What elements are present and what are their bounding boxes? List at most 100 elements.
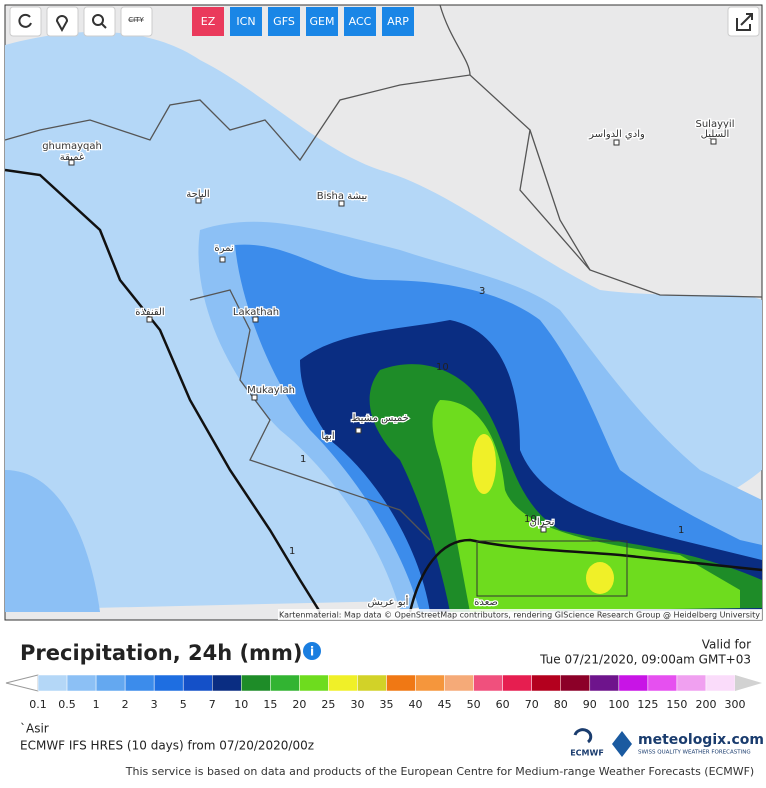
zoom-button[interactable] [83,6,116,37]
brand-logo [612,731,632,757]
legend-label: 100 [608,698,629,711]
model-button[interactable] [344,7,376,36]
legend-swatch [618,674,649,692]
legend-label: 10 [234,698,248,711]
info-button[interactable] [303,642,321,660]
legend-swatch [473,674,503,692]
legend-label: 3 [151,698,158,711]
model-button[interactable] [382,7,414,36]
place-label: خميس مشيط [351,413,409,424]
city-button[interactable] [120,6,153,37]
legend-label: 0.1 [29,698,47,711]
place-label: القنفذة [135,307,164,318]
city-label: CITY [128,16,144,24]
title: Precipitation, 24h (mm) [20,641,302,665]
legend-label: 15 [263,698,277,711]
model-button[interactable] [268,7,300,36]
model-label: GEM [310,15,335,28]
place-label: أبو عريش [368,595,409,608]
model-label: GFS [273,15,295,28]
place-label: ابها [321,431,334,442]
model-button[interactable] [230,7,262,36]
attribution-bg [278,609,762,620]
legend-swatch [299,674,329,692]
share-icon [736,13,753,31]
valid-time: Tue 07/21/2020, 09:00am GMT+03 [539,653,751,667]
legend-label: 30 [350,698,364,711]
legend-swatch [270,674,300,692]
legend-swatch [705,674,736,692]
model-label: ICN [236,15,255,28]
legend-swatch [415,674,445,692]
place-label: Mukaylah [247,385,295,396]
model-label: ARP [387,15,409,28]
legend-swatch [241,674,271,692]
legend-arrow-left [5,674,39,692]
region-box [476,540,628,597]
model-label: ACC [349,15,372,28]
brand: meteologix.com [638,732,764,748]
legend-swatch [95,674,126,692]
contour-label: 3 [479,286,485,297]
zoom-icon [101,23,107,29]
legend-swatch [124,674,155,692]
legend-label: 0.5 [58,698,76,711]
legend-swatch [357,674,387,692]
legend-label: 1 [93,698,100,711]
legend-arrow-right [735,675,762,691]
place-label: ghumayqah [42,141,102,152]
place-label: Sulayyil [696,119,735,130]
contour-labels: 3 10 1 1 10 1 [289,286,684,557]
legend-label: 90 [583,698,597,711]
legend-label: 5 [180,698,187,711]
legend-label: 35 [380,698,394,711]
place-label: نمرة [214,243,233,254]
toolbar: CITY EZ ICN GFS GEM ACC ARP [9,6,760,37]
contour-label: 1 [678,525,684,536]
place-label: وادي الدواسر [588,129,645,140]
ecmwf-name: ECMWF [570,749,604,758]
legend-swatch [502,674,532,692]
model-button[interactable] [306,7,338,36]
model-button[interactable] [192,7,224,36]
region: `Asir [20,722,49,736]
model-label: EZ [201,15,216,28]
legend-label: 2 [122,698,129,711]
contour-label: 1 [300,454,306,465]
legend-label: 150 [666,698,687,711]
legend-swatch [444,674,474,692]
ecmwf-logo [573,728,593,744]
legend-swatch [531,674,561,692]
legend: 0.1 0.5 1 2 3 5 7 10 15 20 25 30 35 40 45 50 60 70 80 90 100… [5,674,762,711]
attribution: Kartenmaterial: Map data © OpenStreetMap… [279,611,760,620]
borders [4,4,763,541]
place-label: Lakathah [233,307,279,318]
legend-label: 300 [725,698,746,711]
legend-swatch [212,674,242,692]
contour-label: 10 [436,362,449,373]
zoom-icon [92,14,104,26]
legend-swatch [647,674,678,692]
legend-swatch [153,674,184,692]
legend-swatch [328,674,358,692]
refresh-button[interactable] [9,6,42,37]
legend-label: 7 [209,698,216,711]
legend-label: 200 [695,698,716,711]
valid-label: Valid for [702,638,751,652]
contour-label: 10 [524,514,537,525]
legend-label: 60 [496,698,510,711]
places: ghumayqah غميقة الباحة Bisha بيشة نمرة ا… [41,118,736,610]
place-label: غميقة [60,152,84,163]
info-icon: i [310,645,314,659]
locate-icon [55,15,69,33]
model-run: ECMWF IFS HRES (10 days) from 07/20/2020… [20,739,314,753]
legend-swatch [386,674,416,692]
place-label: الباحة [186,189,209,200]
place-label: نجران [530,517,555,528]
locate-button[interactable] [46,6,79,37]
legend-label: 80 [554,698,568,711]
contour-label: 1 [289,546,295,557]
footer: This service is based on data and produc… [125,765,754,778]
